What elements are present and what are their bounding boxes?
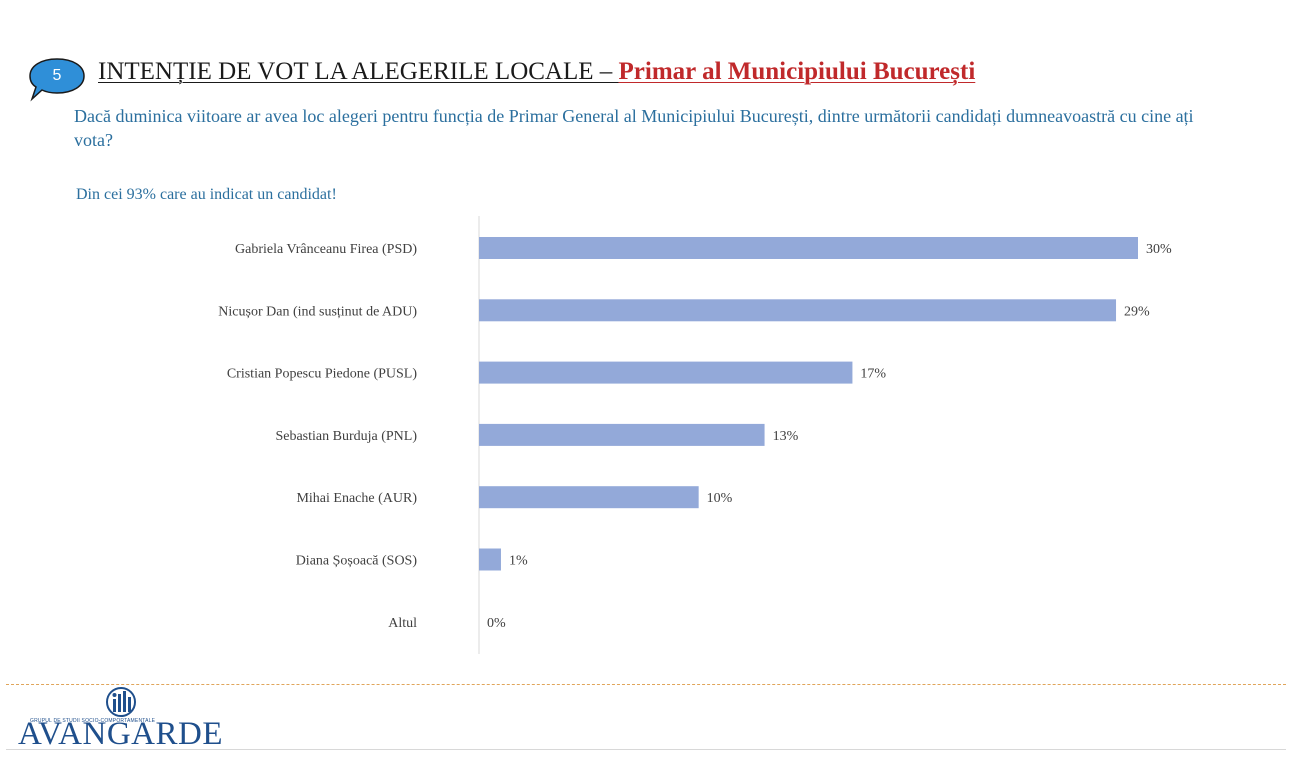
bar xyxy=(479,361,853,384)
page-title: INTENȚIE DE VOT LA ALEGERILE LOCALE – Pr… xyxy=(98,58,975,86)
logo-mark-icon xyxy=(106,687,136,717)
category-label: Gabriela Vrânceanu Firea (PSD) xyxy=(235,242,417,257)
bar-chart: Gabriela Vrânceanu Firea (PSD) 30% Nicușor… xyxy=(218,216,1172,654)
category-label: Diana Șoșoacă (SOS) xyxy=(296,554,418,569)
survey-question: Dacă duminica viitoare ar avea loc alege… xyxy=(74,106,1194,150)
category-label: Cristian Popescu Piedone (PUSL) xyxy=(227,367,417,382)
category-label: Nicușor Dan (ind susținut de ADU) xyxy=(218,304,417,319)
data-label: 0% xyxy=(487,616,506,631)
data-label: 10% xyxy=(707,491,733,506)
bar xyxy=(479,423,765,446)
footer-separator xyxy=(6,684,1286,685)
data-label: 29% xyxy=(1124,304,1150,319)
category-label: Mihai Enache (AUR) xyxy=(296,491,417,506)
category-label: Altul xyxy=(388,616,417,631)
data-label: 17% xyxy=(860,367,886,382)
bar xyxy=(479,299,1117,322)
data-label: 30% xyxy=(1146,242,1172,257)
category-label: Sebastian Burduja (PNL) xyxy=(275,429,417,444)
logo-tagline: GRUPUL DE STUDII SOCIO-COMPORTAMENTALE xyxy=(30,718,156,724)
slide-number-badge xyxy=(29,58,85,102)
chart-subnote: Din cei 93% care au indicat un candidat! xyxy=(76,186,337,203)
data-label: 13% xyxy=(773,429,799,444)
slide-number: 5 xyxy=(52,67,62,84)
data-label: 1% xyxy=(509,554,528,569)
title-highlight: Primar al Municipiului București xyxy=(618,58,976,85)
bar xyxy=(479,486,699,509)
avangarde-logo: GRUPUL DE STUDII SOCIO-COMPORTAMENTALE A… xyxy=(18,686,228,752)
title-main: INTENȚIE DE VOT LA ALEGERILE LOCALE – xyxy=(98,58,619,85)
footer-bottom-rule xyxy=(6,749,1286,750)
bar xyxy=(479,237,1138,259)
bar xyxy=(479,548,501,571)
logo-wordmark: AVANGARDE xyxy=(18,716,223,752)
